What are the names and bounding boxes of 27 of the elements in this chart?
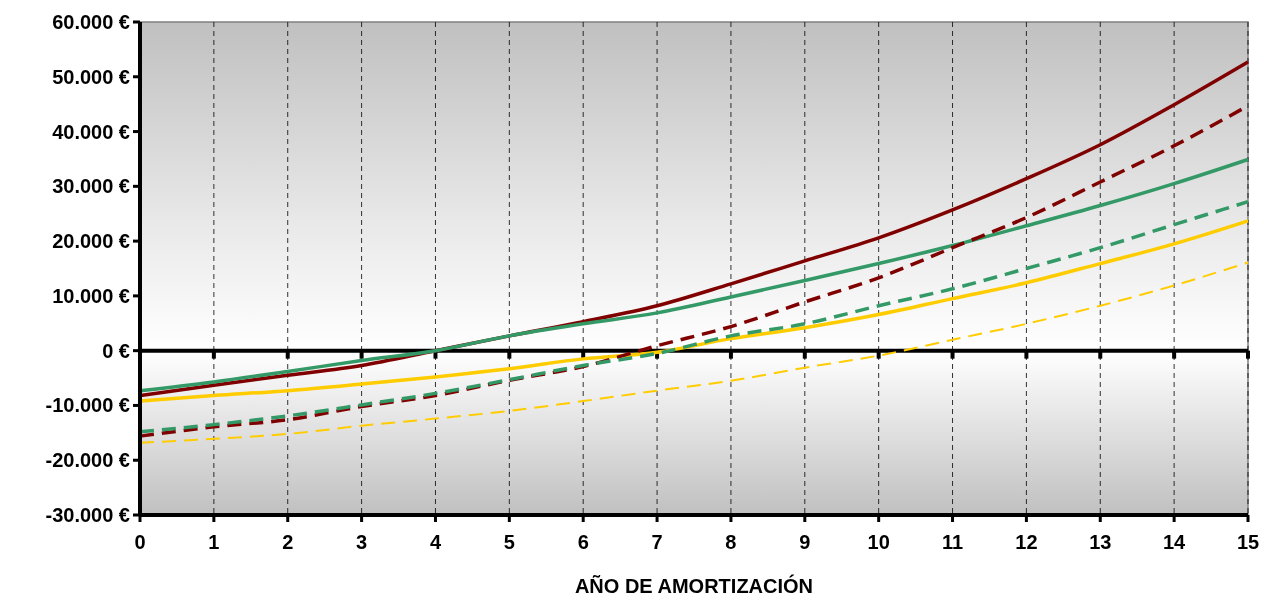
x-tick-label: 6 [577,531,589,553]
x-tick-label: 14 [1163,531,1187,553]
y-tick-label: 30.000 € [52,175,130,198]
y-tick-label: -20.000 € [45,449,130,472]
x-tick-label: 0 [134,531,146,553]
x-tick-label: 7 [651,531,663,553]
x-tick-label: 11 [941,531,964,553]
x-tick-label: 8 [725,531,737,553]
x-tick-label: 1 [208,531,220,553]
y-tick-label: 20.000 € [52,230,130,253]
y-tick-label: 50.000 € [52,65,130,88]
y-tick-label: 0 € [102,339,130,362]
x-axis-title: AÑO DE AMORTIZACIÓN [574,574,814,597]
x-tick-label: 9 [799,531,811,553]
y-tick-label: 10.000 € [52,284,130,307]
x-tick-label: 4 [429,531,442,553]
x-tick-label: 2 [282,531,294,553]
x-tick-label: 10 [867,531,890,553]
y-tick-label: 60.000 € [52,11,130,33]
x-tick-label: 13 [1089,531,1112,553]
x-tick-label: 5 [503,531,515,553]
y-tick-label: 40.000 € [52,120,130,143]
y-tick-label: -30.000 € [45,504,130,526]
y-tick-label: -10.000 € [45,394,130,417]
x-tick-label: 3 [356,531,368,553]
x-tick-label: 15 [1236,531,1260,553]
x-tick-label: 12 [1015,531,1038,553]
